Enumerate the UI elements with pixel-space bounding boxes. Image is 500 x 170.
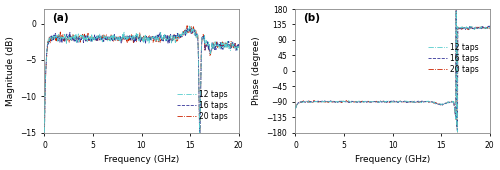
- 16 taps: [232, 42, 238, 44]
- 20 taps: [314, 101, 320, 103]
- Line: 12 taps: 12 taps: [296, 11, 490, 132]
- 20 taps: [197, 134, 203, 136]
- 16 taps: [116, 38, 122, 40]
- 12 taps: [211, 43, 217, 45]
- 20 taps: [236, 46, 242, 48]
- 12 taps: [124, 35, 130, 37]
- 12 taps: [292, 108, 298, 110]
- 12 taps: [314, 101, 320, 103]
- 12 taps: [232, 46, 238, 48]
- 12 taps: [64, 39, 70, 41]
- Line: 16 taps: 16 taps: [296, 11, 490, 132]
- 16 taps: [454, 131, 460, 133]
- 20 taps: [211, 42, 217, 44]
- Line: 16 taps: 16 taps: [44, 28, 238, 136]
- 12 taps: [75, 34, 81, 36]
- Legend: 12 taps, 16 taps, 20 taps: 12 taps, 16 taps, 20 taps: [174, 87, 231, 124]
- Line: 20 taps: 20 taps: [44, 26, 238, 135]
- 16 taps: [196, 135, 202, 137]
- 20 taps: [454, 131, 460, 133]
- 16 taps: [42, 134, 48, 137]
- Legend: 12 taps, 16 taps, 20 taps: 12 taps, 16 taps, 20 taps: [425, 40, 482, 77]
- Text: (b): (b): [304, 13, 320, 23]
- 20 taps: [483, 27, 489, 29]
- X-axis label: Frequency (GHz): Frequency (GHz): [104, 155, 179, 164]
- 16 taps: [75, 40, 81, 42]
- 12 taps: [186, 24, 192, 26]
- 20 taps: [42, 130, 48, 132]
- 20 taps: [453, 10, 459, 12]
- 12 taps: [367, 100, 373, 103]
- 20 taps: [75, 39, 81, 41]
- 20 taps: [376, 100, 382, 103]
- 20 taps: [64, 38, 70, 40]
- 20 taps: [116, 38, 122, 40]
- 20 taps: [184, 25, 190, 27]
- 20 taps: [124, 41, 130, 44]
- 12 taps: [462, 26, 468, 28]
- 20 taps: [326, 100, 332, 102]
- 16 taps: [326, 100, 332, 103]
- Line: 12 taps: 12 taps: [44, 25, 238, 135]
- 16 taps: [453, 10, 459, 12]
- Y-axis label: Magnitude (dB): Magnitude (dB): [6, 36, 15, 106]
- 16 taps: [483, 27, 489, 29]
- 12 taps: [486, 27, 492, 29]
- 12 taps: [454, 131, 460, 133]
- 20 taps: [367, 101, 373, 103]
- 16 taps: [64, 34, 70, 36]
- 12 taps: [116, 38, 122, 40]
- 16 taps: [292, 108, 298, 110]
- 16 taps: [184, 27, 190, 29]
- 16 taps: [486, 24, 492, 27]
- 12 taps: [376, 101, 382, 103]
- 12 taps: [196, 134, 202, 136]
- Y-axis label: Phase (degree): Phase (degree): [252, 37, 260, 105]
- 16 taps: [462, 28, 468, 30]
- Text: (a): (a): [52, 13, 69, 23]
- Line: 20 taps: 20 taps: [296, 11, 490, 132]
- 20 taps: [292, 107, 298, 109]
- 12 taps: [236, 47, 242, 49]
- 12 taps: [483, 27, 489, 29]
- 20 taps: [486, 28, 492, 30]
- 12 taps: [326, 101, 332, 103]
- 16 taps: [367, 101, 373, 103]
- 16 taps: [124, 36, 130, 38]
- 16 taps: [314, 100, 320, 102]
- 20 taps: [232, 44, 238, 46]
- 12 taps: [453, 10, 459, 12]
- X-axis label: Frequency (GHz): Frequency (GHz): [355, 155, 430, 164]
- 16 taps: [376, 101, 382, 103]
- 20 taps: [462, 27, 468, 29]
- 16 taps: [211, 43, 217, 45]
- 12 taps: [42, 131, 48, 133]
- 16 taps: [236, 43, 242, 45]
